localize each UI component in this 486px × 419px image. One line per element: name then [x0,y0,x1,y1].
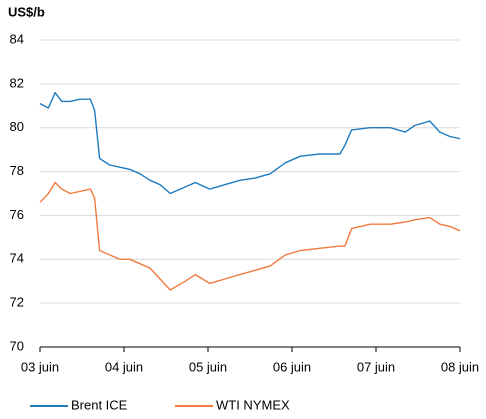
y-tick-label: 82 [10,75,24,90]
y-tick-label: 76 [10,207,24,222]
y-tick-label: 78 [10,163,24,178]
x-tick-label: 04 juin [105,359,143,374]
y-tick-label: 74 [10,251,24,266]
x-tick-label: 08 juin [441,359,479,374]
y-tick-label: 70 [10,338,24,353]
x-tick-label: 05 juin [189,359,227,374]
y-tick-label: 80 [10,119,24,134]
y-axis-label: US$/b [8,4,45,19]
series-line [39,181,461,291]
legend-label: WTI NYMEX [216,397,290,412]
series-line [39,91,461,195]
x-tick-label: 06 juin [273,359,311,374]
y-tick-label: 84 [10,31,24,46]
legend-label: Brent ICE [71,397,128,412]
x-tick-label: 03 juin [21,359,59,374]
y-tick-label: 72 [10,295,24,310]
x-tick-label: 07 juin [357,359,395,374]
